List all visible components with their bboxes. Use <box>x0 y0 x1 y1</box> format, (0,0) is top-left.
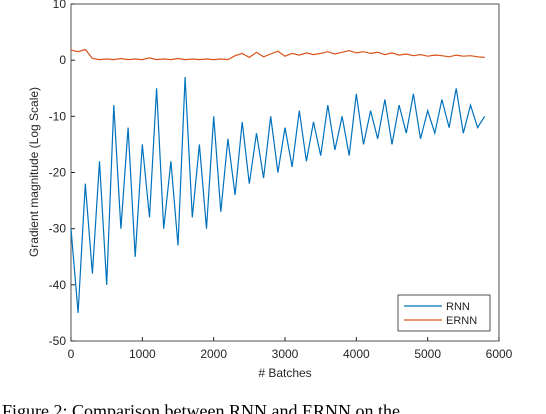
y-tick-label: -10 <box>49 109 67 123</box>
y-tick-label: 0 <box>59 53 66 67</box>
x-tick-label: 1000 <box>129 347 156 361</box>
x-tick-label: 0 <box>68 347 75 361</box>
series-line <box>70 76 486 313</box>
legend-label: ERNN <box>446 315 477 327</box>
series-line <box>70 48 485 61</box>
legend-box <box>397 294 491 332</box>
x-tick-label: 3000 <box>272 347 299 361</box>
y-tick-label: -20 <box>49 166 67 180</box>
x-tick-label: 2000 <box>200 347 227 361</box>
x-tick-label: 4000 <box>343 347 370 361</box>
y-tick-label: -40 <box>49 278 67 292</box>
y-axis-label: Gradient magnitude (Log Scale) <box>27 87 41 257</box>
legend-label: RNN <box>446 301 470 313</box>
x-axis-label: # Batches <box>258 366 311 380</box>
y-tick-label: 10 <box>53 0 67 11</box>
x-tick-label: 6000 <box>486 347 513 361</box>
caption: Figure 2: Comparison between RNN and ERN… <box>2 401 400 414</box>
y-tick-label: -30 <box>49 222 67 236</box>
x-tick-label: 5000 <box>414 347 441 361</box>
y-tick-label: -50 <box>49 334 67 348</box>
